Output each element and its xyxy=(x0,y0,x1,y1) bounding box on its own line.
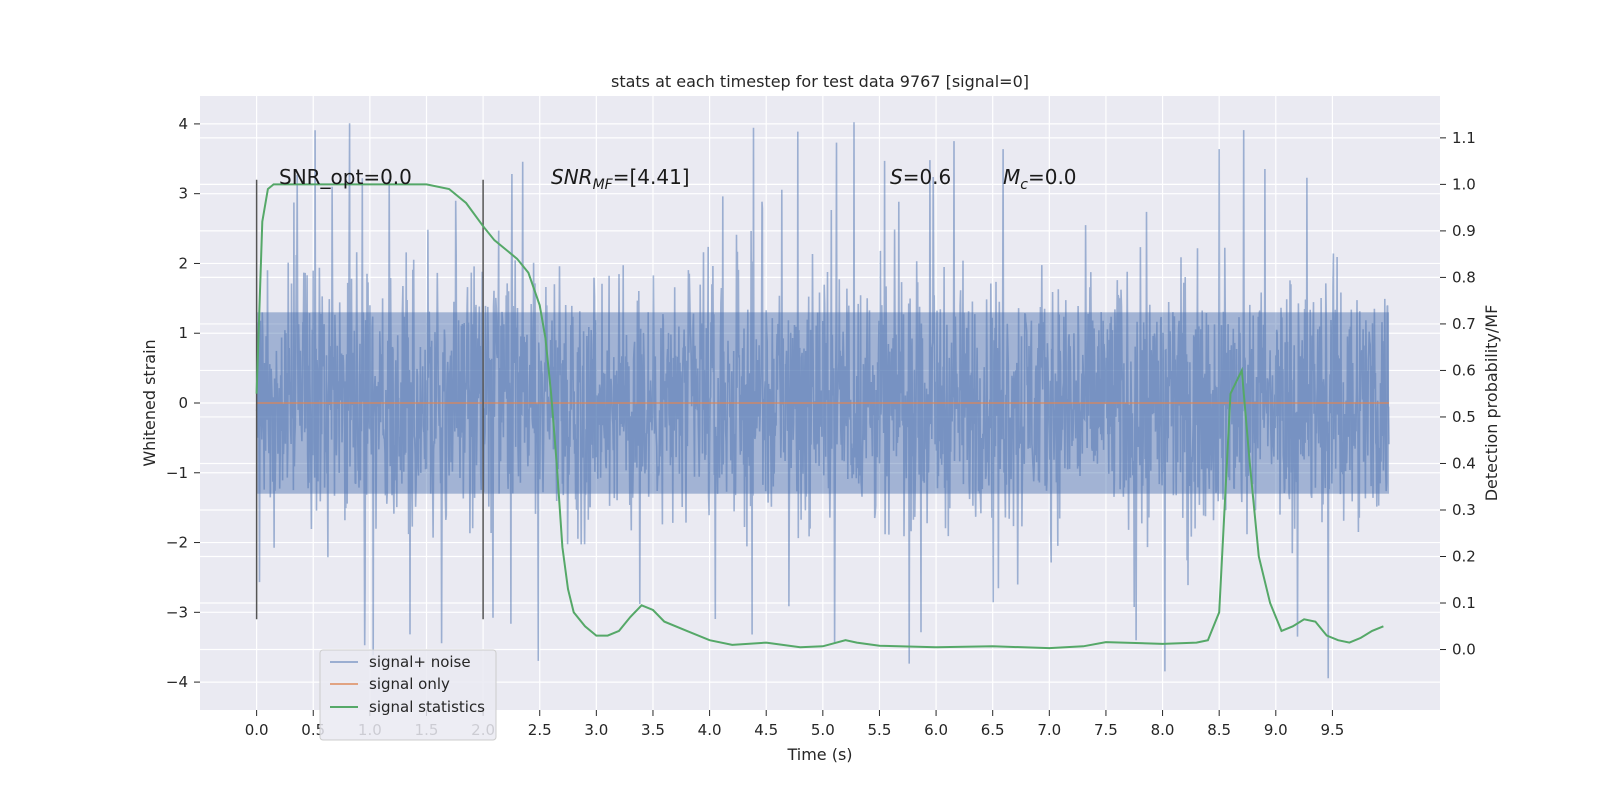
x-tick-label-19: 9.5 xyxy=(1320,721,1344,739)
annotations: SNR_opt=0.0 SNRMF=[4.41] S=0.6 Mc=0.0 xyxy=(279,165,1077,193)
x-tick-label-18: 9.0 xyxy=(1264,721,1288,739)
x-tick-label-11: 5.5 xyxy=(868,721,892,739)
y-left-tick-label-7: 3 xyxy=(178,185,188,203)
x-tick-label-0: 0.0 xyxy=(245,721,269,739)
signal-noise-trace xyxy=(255,122,1390,679)
legend-label-signal-only: signal only xyxy=(369,675,450,693)
y-left-tick-label-6: 2 xyxy=(178,254,188,272)
y-right-tick-label-4: 0.4 xyxy=(1452,454,1476,472)
y-left-tick-label-3: −1 xyxy=(166,464,188,482)
annotation-s: S=0.6 xyxy=(890,165,951,189)
signal-statistics-series xyxy=(255,183,1384,650)
x-tick-label-6: 3.0 xyxy=(584,721,608,739)
x-tick-label-10: 5.0 xyxy=(811,721,835,739)
x-tick-label-15: 7.5 xyxy=(1094,721,1118,739)
annotation-mc: Mc=0.0 xyxy=(1003,165,1077,193)
legend-label-signal-statistics: signal statistics xyxy=(369,698,485,716)
window-markers xyxy=(255,179,484,620)
y-axis-right-label: Detection probability/MF xyxy=(1482,305,1501,502)
y-left-tick-label-8: 4 xyxy=(178,115,188,133)
legend-box xyxy=(319,649,497,741)
y-right-tick-label-8: 0.8 xyxy=(1452,268,1476,286)
legend: signal+ noise signal only signal statist… xyxy=(319,649,497,741)
x-tick-label-14: 7.0 xyxy=(1037,721,1061,739)
x-tick-label-17: 8.5 xyxy=(1207,721,1231,739)
x-tick-label-8: 4.0 xyxy=(698,721,722,739)
y-right-tick-label-0: 0.0 xyxy=(1452,641,1476,659)
x-tick-label-7: 3.5 xyxy=(641,721,665,739)
y-right-tick-label-11: 1.1 xyxy=(1452,129,1476,147)
y-right-tick-label-6: 0.6 xyxy=(1452,361,1476,379)
annotation-snr-mf: SNRMF=[4.41] xyxy=(551,165,690,193)
y-right-tick-label-2: 0.2 xyxy=(1452,548,1476,566)
y-axis-right: 0.0 0.1 0.2 0.3 0.4 0.5 0.6 0.7 0.8 0.9 1.0 1.1 xyxy=(1440,129,1476,659)
y-axis-left: −4 −3 −2 −1 0 1 2 3 4 xyxy=(166,115,200,691)
y-right-tick-label-5: 0.5 xyxy=(1452,408,1476,426)
y-left-tick-label-1: −3 xyxy=(166,603,188,621)
x-tick-label-5: 2.5 xyxy=(528,721,552,739)
y-left-tick-label-0: −4 xyxy=(166,673,188,691)
x-tick-label-9: 4.5 xyxy=(754,721,778,739)
annotation-snr-opt: SNR_opt=0.0 xyxy=(279,165,412,189)
x-tick-label-1: 0.5 xyxy=(301,721,325,739)
legend-label-signal-noise: signal+ noise xyxy=(369,653,471,671)
x-tick-label-12: 6.0 xyxy=(924,721,948,739)
y-right-tick-label-7: 0.7 xyxy=(1452,315,1476,333)
signal-statistics-line xyxy=(255,183,1384,650)
chart-title: stats at each timestep for test data 976… xyxy=(611,72,1029,91)
x-axis-label: Time (s) xyxy=(786,745,852,764)
y-right-tick-label-1: 0.1 xyxy=(1452,594,1476,612)
x-tick-label-16: 8.0 xyxy=(1151,721,1175,739)
y-right-tick-label-10: 1.0 xyxy=(1452,175,1476,193)
x-tick-label-13: 6.5 xyxy=(981,721,1005,739)
y-axis-left-label: Whitened strain xyxy=(140,339,159,466)
y-right-tick-label-9: 0.9 xyxy=(1452,222,1476,240)
y-left-tick-label-2: −2 xyxy=(166,534,188,552)
y-left-tick-label-5: 1 xyxy=(178,324,188,342)
y-right-tick-label-3: 0.3 xyxy=(1452,501,1476,519)
y-left-tick-label-4: 0 xyxy=(178,394,188,412)
